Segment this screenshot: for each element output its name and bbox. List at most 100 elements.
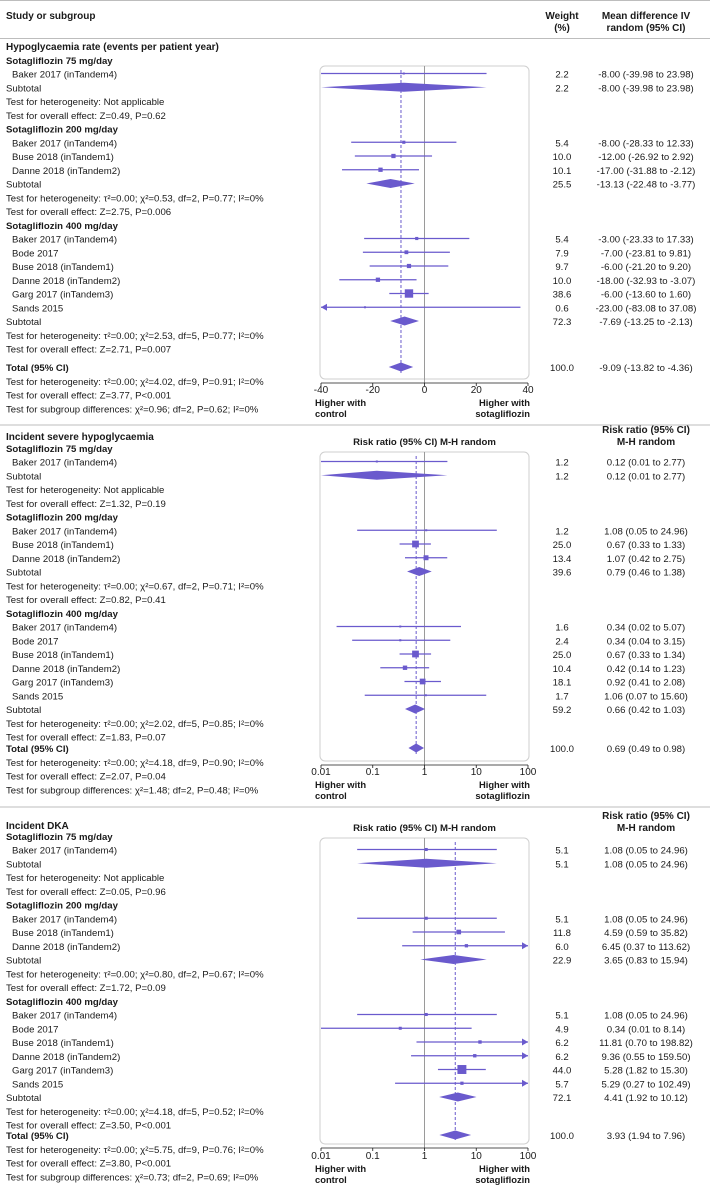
study-marker (424, 916, 428, 920)
total-label: Total (95% CI) (6, 1131, 69, 1142)
study-marker (415, 236, 419, 241)
total-overall-effect-test: Test for overall effect: Z=2.07, P=0.04 (6, 772, 166, 783)
x-tick-label: 100 (520, 767, 537, 778)
subgroup-title: Sotagliflozin 400 mg/day (6, 997, 119, 1008)
section-title: Incident severe hypoglycaemia (6, 432, 154, 443)
subgroup-title: Sotagliflozin 400 mg/day (6, 221, 119, 232)
study-name: Danne 2018 (inTandem2) (12, 664, 120, 675)
total-weight: 100.0 (550, 363, 574, 374)
study-marker (398, 1026, 402, 1030)
study-name: Sands 2015 (12, 1079, 63, 1090)
total-ci-text: -9.09 (-13.82 to -4.36) (599, 363, 692, 374)
overall-effect-test: Test for overall effect: Z=0.49, P=0.62 (6, 111, 166, 122)
subtotal-ci-text: -8.00 (-39.98 to 23.98) (598, 83, 693, 94)
x-tick-label: 40 (522, 385, 534, 396)
subtotal-ci-text: 0.12 (0.01 to 2.77) (607, 471, 685, 482)
subtotal-label: Subtotal (6, 317, 41, 328)
study-ci-text: 0.34 (0.01 to 8.14) (607, 1024, 685, 1035)
study-name: Danne 2018 (inTandem2) (12, 942, 120, 953)
study-ci-text: -3.00 (-23.33 to 17.33) (598, 235, 693, 246)
study-weight: 13.4 (553, 554, 572, 565)
favours-left-label-2: control (315, 408, 347, 419)
overall-effect-test: Test for overall effect: Z=2.75, P=0.006 (6, 207, 171, 218)
study-weight: 7.9 (555, 248, 568, 259)
subtotal-ci-text: 3.65 (0.83 to 15.94) (604, 956, 688, 967)
subtotal-ci-text: -13.13 (-22.48 to -3.77) (597, 180, 696, 191)
study-weight: 6.2 (555, 1052, 568, 1063)
study-ci-text: 6.45 (0.37 to 113.62) (602, 942, 690, 953)
study-name: Danne 2018 (inTandem2) (12, 166, 120, 177)
x-tick-label: 100 (520, 1151, 537, 1162)
favours-left-label: Higher with (315, 1163, 366, 1174)
subtotal-diamond (420, 955, 487, 964)
forest-sections: Hypoglycaemia rate (events per patient y… (0, 42, 710, 1185)
weight-column-header-unit: (%) (554, 23, 570, 34)
subtotal-label: Subtotal (6, 1093, 41, 1104)
overall-effect-test: Test for overall effect: Z=1.83, P=0.07 (6, 733, 166, 744)
subtotal-weight: 5.1 (555, 859, 568, 870)
study-marker (404, 250, 409, 255)
study-marker (363, 306, 366, 309)
study-ci-text: 1.08 (0.05 to 24.96) (604, 526, 688, 537)
x-tick-label: 0.01 (311, 767, 331, 778)
study-weight: 5.1 (555, 914, 568, 925)
md-column-header-sub: random (95% CI) (607, 23, 686, 34)
total-label: Total (95% CI) (6, 744, 69, 755)
study-ci-text: 0.67 (0.33 to 1.34) (607, 650, 685, 661)
favours-right-label: Higher with (479, 1163, 530, 1174)
study-ci-text: -23.00 (-83.08 to 37.08) (596, 303, 697, 314)
section-title: Hypoglycaemia rate (events per patient y… (6, 42, 219, 53)
study-name: Baker 2017 (inTandem4) (12, 70, 117, 81)
x-tick-label: 10 (471, 1151, 483, 1162)
study-weight: 5.4 (555, 235, 569, 246)
favours-right-label: Higher with (479, 397, 530, 408)
subgroup-title: Sotagliflozin 200 mg/day (6, 513, 119, 524)
heterogeneity-test: Test for heterogeneity: Not applicable (6, 97, 164, 108)
subtotal-ci-text: 4.41 (1.92 to 10.12) (604, 1093, 688, 1104)
estimate-column-header-sub: M-H random (617, 823, 675, 834)
study-marker (378, 167, 383, 172)
heterogeneity-test: Test for heterogeneity: τ²=0.00; χ²=0.53… (6, 193, 264, 204)
study-marker (412, 540, 419, 548)
study-name: Bode 2017 (12, 1024, 58, 1035)
study-column-header: Study or subgroup (6, 11, 95, 22)
subtotal-diamond (439, 1092, 477, 1102)
subtotal-ci-text: 0.79 (0.46 to 1.38) (607, 568, 685, 579)
total-diamond (439, 1130, 472, 1140)
study-weight: 10.4 (553, 664, 572, 675)
weight-column-header: Weight (545, 11, 579, 22)
heterogeneity-test: Test for heterogeneity: τ²=0.00; χ²=2.53… (6, 331, 264, 342)
forest-section-3: Incident DKA Risk ratio (95% CI) M-H rand… (6, 811, 693, 1185)
study-name: Danne 2018 (inTandem2) (12, 554, 120, 565)
study-name: Buse 2018 (inTandem1) (12, 152, 114, 163)
estimate-column-header: Risk ratio (95% CI) (602, 425, 690, 436)
study-weight: 5.1 (555, 1011, 568, 1022)
subtotal-ci-text: 0.66 (0.42 to 1.03) (607, 705, 685, 716)
x-tick-label: -40 (314, 385, 329, 396)
study-ci-text: -17.00 (-31.88 to -2.12) (597, 166, 696, 177)
study-marker (375, 277, 381, 282)
study-ci-text: 0.42 (0.14 to 1.23) (607, 664, 685, 675)
study-marker (424, 694, 427, 697)
study-weight: 5.7 (555, 1079, 568, 1090)
overall-effect-test: Test for overall effect: Z=0.82, P=0.41 (6, 595, 166, 606)
study-ci-text: 1.08 (0.05 to 24.96) (604, 846, 688, 857)
study-name: Buse 2018 (inTandem1) (12, 650, 114, 661)
study-marker (391, 153, 396, 159)
study-marker (404, 289, 414, 298)
study-name: Baker 2017 (inTandem4) (12, 846, 117, 857)
favours-left-label-2: control (315, 790, 347, 801)
study-ci-text: 11.81 (0.70 to 198.82) (599, 1038, 693, 1049)
favours-left-label: Higher with (315, 779, 366, 790)
subgroup-difference-test: Test for subgroup differences: χ²=1.48; … (6, 785, 259, 796)
heterogeneity-test: Test for heterogeneity: τ²=0.00; χ²=0.80… (6, 969, 264, 980)
x-tick-label: 0.01 (311, 1151, 331, 1162)
study-weight: 1.2 (555, 526, 568, 537)
study-name: Baker 2017 (inTandem4) (12, 1011, 117, 1022)
study-ci-text: -6.00 (-21.20 to 9.20) (601, 262, 691, 273)
subtotal-ci-text: 1.08 (0.05 to 24.96) (604, 859, 688, 870)
study-name: Baker 2017 (inTandem4) (12, 914, 117, 925)
study-ci-text: -8.00 (-28.33 to 12.33) (598, 138, 693, 149)
study-weight: 4.9 (555, 1024, 568, 1035)
study-marker (402, 140, 406, 144)
